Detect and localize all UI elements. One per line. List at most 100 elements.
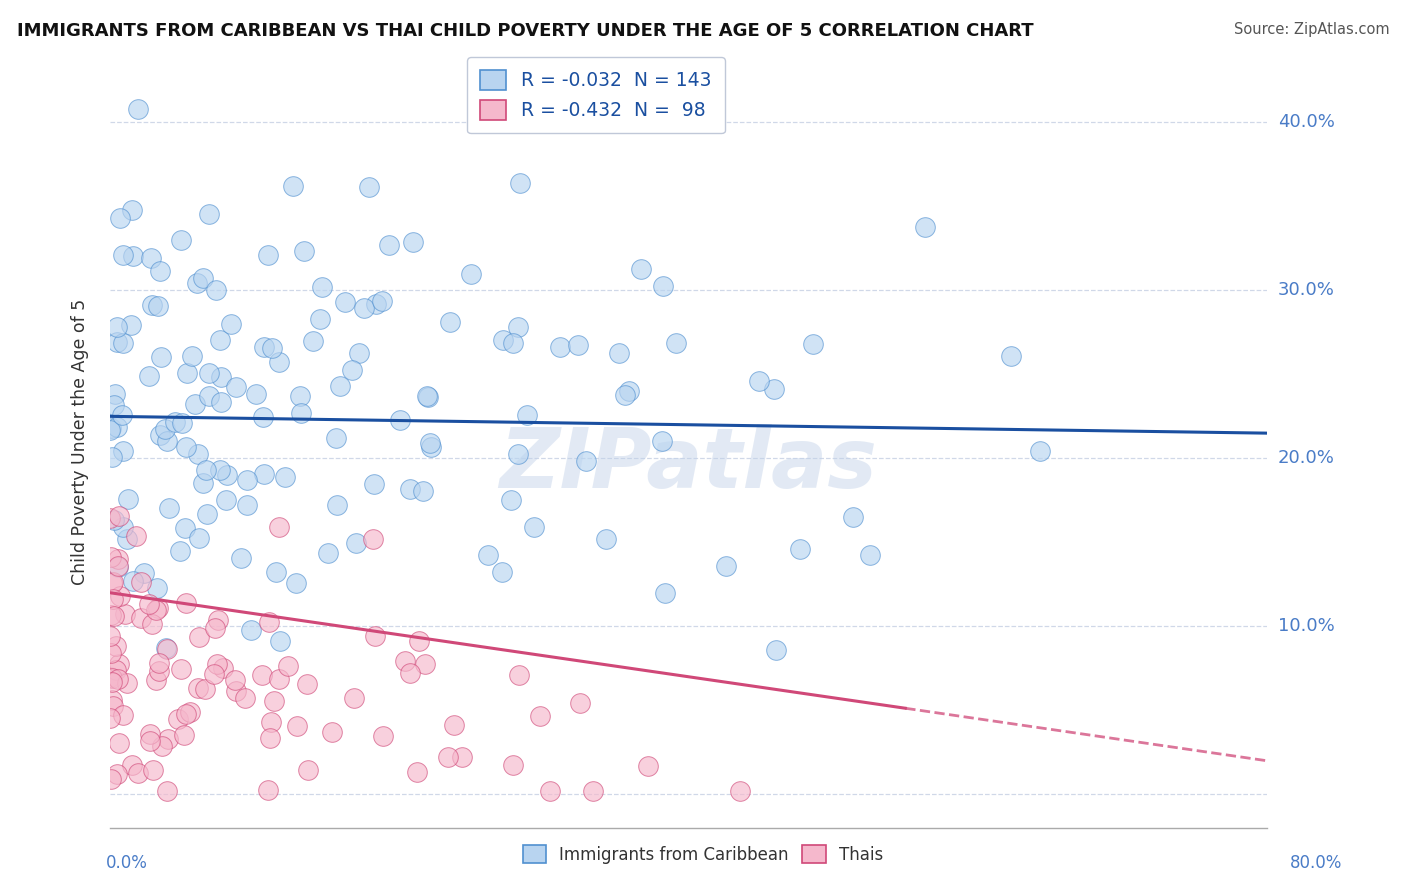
- Point: [502, 336, 524, 351]
- Point: [575, 454, 598, 468]
- Point: [156, 434, 179, 448]
- Point: [107, 551, 129, 566]
- Point: [104, 387, 127, 401]
- Point: [155, 641, 177, 656]
- Point: [245, 386, 267, 401]
- Point: [443, 718, 465, 732]
- Point: [122, 249, 145, 263]
- Point: [125, 529, 148, 543]
- Point: [364, 297, 387, 311]
- Point: [107, 559, 129, 574]
- Point: [233, 691, 256, 706]
- Point: [256, 782, 278, 797]
- Legend: R = -0.032  N = 143, R = -0.432  N =  98: R = -0.032 N = 143, R = -0.432 N = 98: [467, 57, 725, 134]
- Point: [765, 643, 787, 657]
- Point: [214, 493, 236, 508]
- Y-axis label: Child Poverty Under the Age of 5: Child Poverty Under the Age of 5: [72, 299, 89, 584]
- Point: [174, 706, 197, 721]
- Point: [342, 363, 364, 377]
- Point: [529, 708, 551, 723]
- Point: [110, 589, 132, 603]
- Point: [285, 719, 308, 733]
- Point: [211, 661, 233, 675]
- Text: 20.0%: 20.0%: [1278, 450, 1334, 467]
- Point: [281, 179, 304, 194]
- Point: [419, 436, 441, 450]
- Point: [139, 726, 162, 740]
- Point: [191, 475, 214, 490]
- Point: [100, 772, 122, 786]
- Point: [101, 671, 124, 685]
- Point: [416, 389, 439, 403]
- Point: [262, 341, 284, 355]
- Text: 80.0%: 80.0%: [1291, 855, 1343, 872]
- Point: [235, 498, 257, 512]
- Point: [194, 682, 217, 697]
- Point: [665, 335, 688, 350]
- Point: [439, 315, 461, 329]
- Point: [236, 473, 259, 487]
- Point: [170, 416, 193, 430]
- Point: [209, 463, 232, 477]
- Point: [173, 728, 195, 742]
- Point: [188, 531, 211, 545]
- Point: [292, 244, 315, 258]
- Point: [217, 467, 239, 482]
- Point: [225, 683, 247, 698]
- Point: [170, 233, 193, 247]
- Point: [651, 279, 673, 293]
- Point: [329, 378, 352, 392]
- Point: [197, 207, 219, 221]
- Point: [277, 659, 299, 673]
- Point: [148, 656, 170, 670]
- Point: [115, 532, 138, 546]
- Point: [103, 574, 125, 589]
- Point: [105, 320, 128, 334]
- Text: 10.0%: 10.0%: [1278, 617, 1334, 635]
- Point: [101, 450, 124, 465]
- Point: [100, 646, 122, 660]
- Point: [219, 318, 242, 332]
- Point: [101, 591, 124, 606]
- Point: [630, 262, 652, 277]
- Point: [98, 711, 121, 725]
- Point: [398, 482, 420, 496]
- Point: [195, 508, 218, 522]
- Point: [108, 211, 131, 225]
- Point: [100, 576, 122, 591]
- Point: [146, 581, 169, 595]
- Point: [138, 369, 160, 384]
- Point: [267, 672, 290, 686]
- Point: [371, 294, 394, 309]
- Point: [548, 340, 571, 354]
- Text: 0.0%: 0.0%: [105, 855, 148, 872]
- Point: [169, 662, 191, 676]
- Point: [321, 724, 343, 739]
- Point: [156, 641, 179, 656]
- Point: [117, 491, 139, 506]
- Point: [100, 549, 122, 564]
- Point: [209, 395, 232, 409]
- Point: [122, 574, 145, 588]
- Point: [173, 521, 195, 535]
- Point: [333, 295, 356, 310]
- Point: [103, 609, 125, 624]
- Point: [499, 493, 522, 508]
- Point: [98, 423, 121, 437]
- Point: [651, 434, 673, 448]
- Point: [326, 498, 349, 512]
- Point: [186, 276, 208, 290]
- Text: ZIPatlas: ZIPatlas: [499, 425, 877, 505]
- Point: [187, 631, 209, 645]
- Point: [1000, 349, 1022, 363]
- Point: [748, 374, 770, 388]
- Point: [146, 299, 169, 313]
- Point: [111, 519, 134, 533]
- Point: [269, 354, 291, 368]
- Point: [343, 691, 366, 706]
- Point: [195, 463, 218, 477]
- Point: [149, 264, 172, 278]
- Point: [344, 536, 367, 550]
- Point: [139, 252, 162, 266]
- Point: [120, 318, 142, 332]
